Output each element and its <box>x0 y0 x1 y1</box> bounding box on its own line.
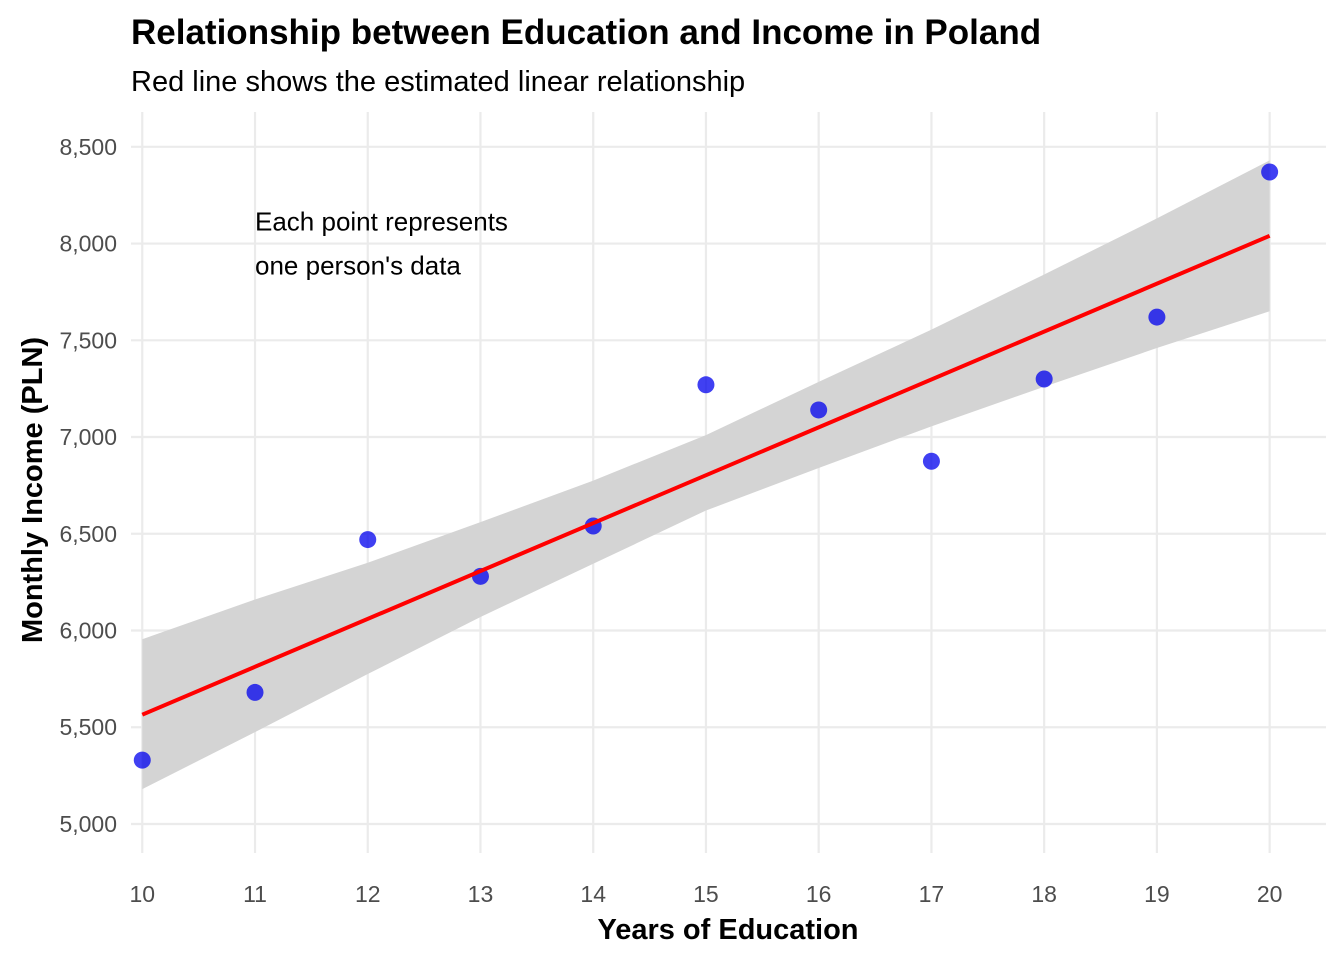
x-tick-label-10: 20 <box>1257 881 1283 907</box>
data-point-6 <box>810 401 828 419</box>
x-tick-label-2: 12 <box>355 881 381 907</box>
chart-title: Relationship between Education and Incom… <box>131 13 1041 52</box>
x-tick-label-1: 11 <box>243 881 267 907</box>
data-point-7 <box>922 452 940 470</box>
y-tick-label-1: 5,500 <box>59 714 117 740</box>
x-axis-ticks: 10 11 12 13 14 15 16 17 18 19 20 <box>129 881 1282 907</box>
y-axis-ticks: 5,000 5,500 6,000 6,500 7,000 7,500 8,000 8,500 <box>59 134 117 837</box>
data-point-10 <box>1261 163 1279 181</box>
y-tick-label-6: 8,000 <box>59 231 117 257</box>
x-tick-label-7: 17 <box>919 881 945 907</box>
data-point-8 <box>1035 370 1053 388</box>
y-tick-label-7: 8,500 <box>59 134 117 160</box>
chart-subtitle: Red line shows the estimated linear rela… <box>131 66 745 98</box>
x-tick-label-4: 14 <box>580 881 606 907</box>
y-tick-label-3: 6,500 <box>59 521 117 547</box>
x-axis-title: Years of Education <box>597 914 858 946</box>
data-point-5 <box>697 376 715 394</box>
trend-line <box>141 233 1271 717</box>
x-tick-label-6: 16 <box>806 881 832 907</box>
trend-line-group <box>141 233 1271 717</box>
data-point-1 <box>246 683 264 701</box>
data-point-2 <box>359 531 377 549</box>
annotation-line-1: one person's data <box>255 251 461 281</box>
x-tick-label-0: 10 <box>129 881 155 907</box>
y-tick-label-5: 7,500 <box>59 327 117 353</box>
data-points <box>133 163 1279 769</box>
annotation: Each point represents one person's data <box>255 207 508 281</box>
annotation-line-0: Each point represents <box>255 207 508 237</box>
y-tick-label-4: 7,000 <box>59 424 117 450</box>
y-axis-title: Monthly Income (PLN) <box>17 337 49 643</box>
x-tick-label-3: 13 <box>468 881 494 907</box>
y-tick-label-2: 6,000 <box>59 618 117 644</box>
y-tick-label-0: 5,000 <box>59 811 117 837</box>
x-tick-label-8: 18 <box>1031 881 1057 907</box>
data-point-9 <box>1148 308 1166 326</box>
x-tick-label-9: 19 <box>1144 881 1170 907</box>
data-point-0 <box>133 751 151 769</box>
x-tick-label-5: 15 <box>693 881 719 907</box>
